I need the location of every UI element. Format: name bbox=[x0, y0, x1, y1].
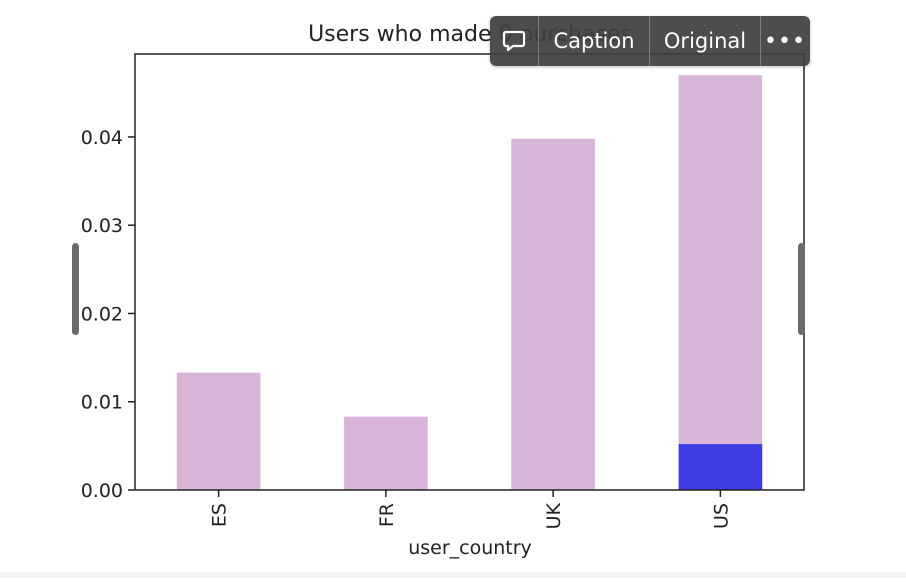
caption-button[interactable]: Caption bbox=[553, 29, 635, 53]
toolbar-separator bbox=[649, 16, 650, 66]
x-tick-label-us: US bbox=[710, 503, 732, 529]
bars-layer bbox=[176, 75, 763, 490]
more-options-button[interactable]: ••• bbox=[764, 28, 806, 54]
bar-us-series-2 bbox=[678, 444, 763, 490]
y-tick-label: 0.00 bbox=[81, 480, 123, 502]
y-tick-label: 0.02 bbox=[81, 303, 123, 325]
image-toolbar: Caption Original ••• bbox=[490, 16, 810, 66]
original-button[interactable]: Original bbox=[663, 29, 747, 53]
y-tick-label: 0.03 bbox=[81, 215, 123, 237]
bar-es-series-1 bbox=[176, 372, 261, 490]
y-tick-label: 0.04 bbox=[81, 127, 123, 149]
bottom-strip bbox=[0, 572, 906, 578]
y-axis: 0.00 0.01 0.02 0.03 0.04 bbox=[81, 127, 135, 502]
toolbar-separator bbox=[760, 16, 761, 66]
bar-fr-series-1 bbox=[344, 416, 428, 490]
bar-uk-series-1 bbox=[511, 138, 595, 490]
resize-handle-right[interactable] bbox=[798, 243, 805, 335]
x-tick-label-es: ES bbox=[209, 503, 231, 527]
x-tick-label-fr: FR bbox=[376, 503, 398, 527]
resize-handle-left[interactable] bbox=[72, 243, 79, 335]
x-axis-label: user_country bbox=[408, 537, 532, 559]
comment-button[interactable] bbox=[490, 16, 538, 66]
x-axis: ES FR UK US bbox=[209, 490, 732, 529]
y-tick-label: 0.01 bbox=[81, 392, 123, 414]
toolbar-separator bbox=[538, 16, 539, 66]
bar-us-series-1 bbox=[678, 75, 763, 490]
x-tick-label-uk: UK bbox=[543, 502, 565, 529]
speech-bubble-icon bbox=[502, 30, 526, 52]
